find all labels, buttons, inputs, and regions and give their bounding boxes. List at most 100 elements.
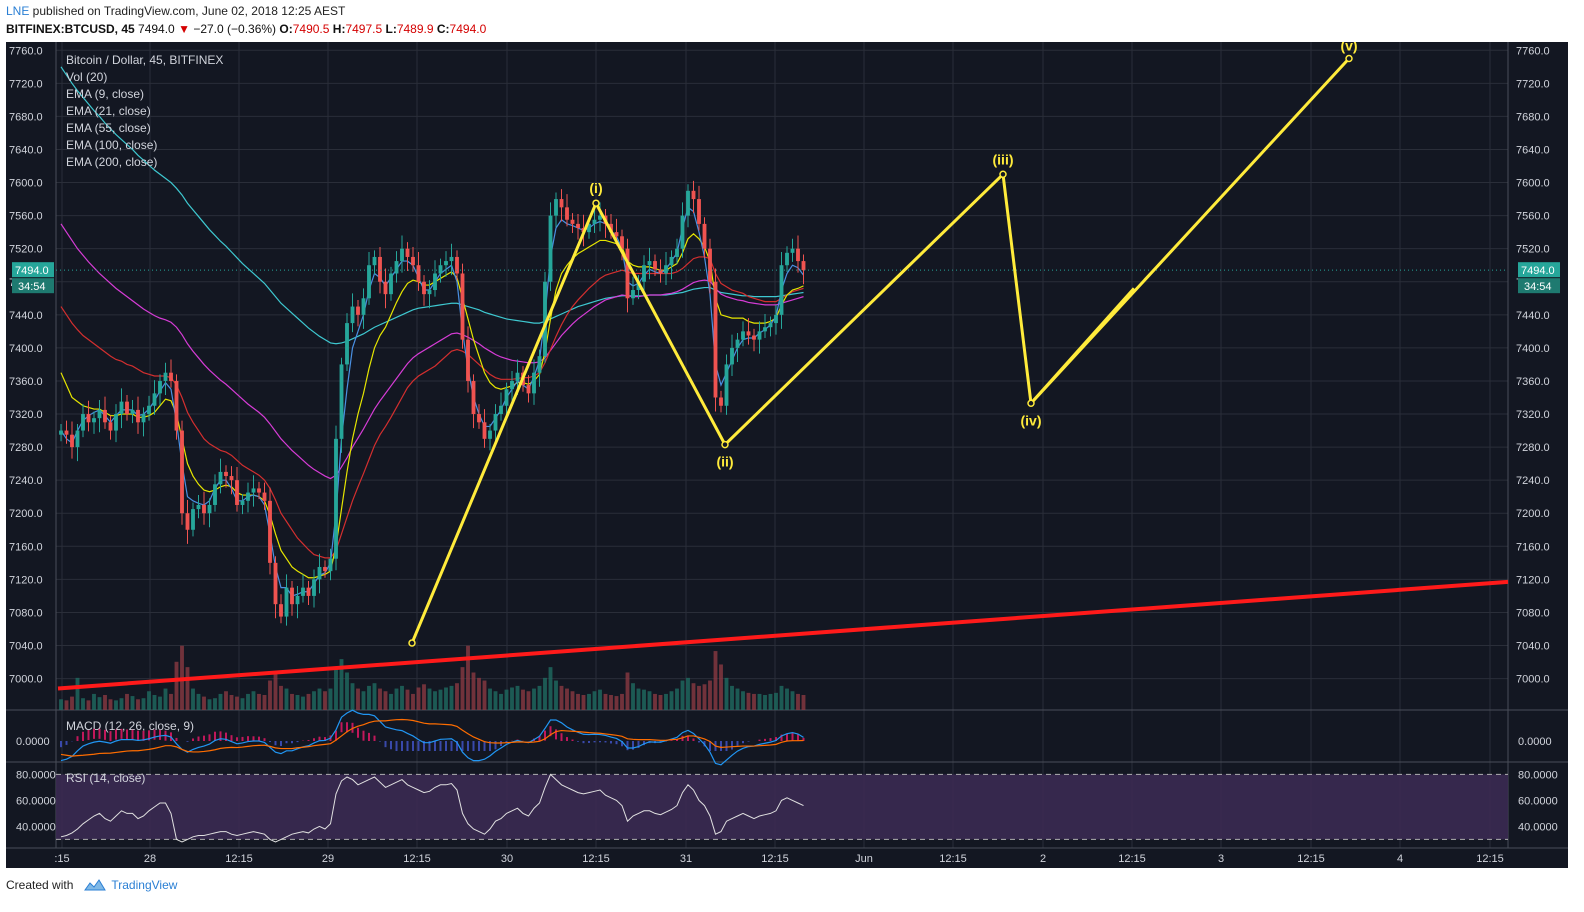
volume-bar <box>328 688 333 710</box>
ohlc-header: BITFINEX:BTCUSD, 45 7494.0 ▼ −27.0 (−0.3… <box>6 22 486 36</box>
chart-background <box>6 42 1568 868</box>
volume-bar <box>499 693 503 710</box>
x-tick-label: 29 <box>322 853 334 865</box>
candle-body <box>543 281 547 357</box>
macd-histogram-bar <box>296 741 299 743</box>
chart-title: Bitcoin / Dollar, 45, BITFINEX <box>66 53 223 67</box>
volume-bar <box>213 698 217 710</box>
candle-body <box>207 504 212 514</box>
macd-histogram-bar <box>670 740 673 741</box>
volume-bar <box>471 672 476 710</box>
price-chart[interactable]: 7760.0 7760.0 7720.0 7720.0 7680.0 7680.0 7640… <box>6 42 1568 868</box>
macd-histogram-bar <box>626 741 629 751</box>
macd-histogram-bar <box>450 741 453 751</box>
macd-histogram-bar <box>593 741 596 743</box>
volume-bar <box>356 688 360 710</box>
candle-body <box>768 323 773 328</box>
macd-histogram-bar <box>357 727 359 738</box>
macd-histogram-bar <box>709 741 711 751</box>
wave-point <box>1345 54 1353 63</box>
wave-point <box>999 170 1007 179</box>
volume-bar <box>521 689 525 710</box>
y-tick-right: 7600.0 <box>1516 178 1550 190</box>
macd-histogram-bar <box>87 730 90 741</box>
volume-bar <box>262 695 267 710</box>
candle-body <box>779 265 784 315</box>
volume-bar <box>691 683 696 710</box>
macd-histogram-bar <box>423 741 425 751</box>
macd-histogram-bar <box>566 737 568 741</box>
macd-histogram-bar <box>159 729 161 740</box>
macd-histogram-bar <box>483 741 486 751</box>
high-value: 7497.5 <box>345 22 383 36</box>
candle-body <box>64 430 69 435</box>
macd-histogram-bar <box>791 732 794 741</box>
publish-info: LNE published on TradingView.com, June 0… <box>6 4 345 18</box>
volume-bar <box>301 696 305 710</box>
support-trendline <box>57 579 1509 691</box>
candle-body <box>669 256 674 266</box>
candle-body <box>631 290 635 299</box>
macd-histogram-bar <box>115 729 117 740</box>
macd-histogram-bar <box>401 741 403 751</box>
macd-histogram-bar <box>676 739 678 741</box>
rsi-tick-left: 80.0000 <box>16 769 56 781</box>
volume-bar <box>207 699 212 710</box>
countdown-tag-right <box>1518 278 1560 294</box>
candle-body <box>224 471 228 477</box>
wave-label: (v) <box>1340 42 1357 54</box>
volume-bar <box>510 687 514 710</box>
indicator-legend: EMA (55, close) <box>66 121 151 135</box>
macd-histogram-bar <box>131 729 134 740</box>
candle-body <box>185 513 190 530</box>
volume-bar <box>779 685 784 710</box>
candle-body <box>306 587 311 596</box>
macd-histogram-bar <box>269 741 271 743</box>
close-label: C: <box>436 22 450 36</box>
y-tick-right: 7200.0 <box>1516 508 1550 520</box>
candle-body <box>664 265 668 274</box>
candle-body <box>328 558 333 572</box>
volume-bar <box>378 688 382 710</box>
macd-histogram-bar <box>544 730 546 741</box>
macd-histogram-bar <box>258 736 260 741</box>
macd-histogram-bar <box>604 741 607 743</box>
volume-bar <box>680 680 685 710</box>
candle-body <box>785 252 789 266</box>
volume-bar <box>768 693 773 710</box>
brand-label: TradingView <box>111 878 178 892</box>
macd-histogram-bar <box>802 737 805 741</box>
footer: Created with TradingView <box>6 878 177 892</box>
candle-body <box>477 414 481 423</box>
y-tick-left: 7520.0 <box>9 244 43 256</box>
candle-body <box>488 430 492 439</box>
macd-label: MACD (12, 26, close, 9) <box>66 719 194 733</box>
rsi-line <box>60 773 804 843</box>
volume-bar <box>251 691 256 710</box>
volume-bar <box>70 696 74 710</box>
x-tick-label: 12:15 <box>225 853 253 865</box>
candle-body <box>394 261 399 274</box>
macd-histogram-bar <box>577 741 579 742</box>
candle-body <box>460 273 465 340</box>
author-link[interactable]: LNE <box>6 4 30 18</box>
candle-body <box>691 190 696 200</box>
candle-body <box>609 223 613 233</box>
open-value: 7490.5 <box>292 22 330 36</box>
candle-body <box>257 488 261 493</box>
macd-histogram-bar <box>731 741 733 750</box>
rsi-tick-left: 40.0000 <box>16 821 56 833</box>
wave-label: (ii) <box>716 454 733 470</box>
candle-body <box>75 430 80 448</box>
macd-histogram-bar <box>472 741 475 751</box>
volume-bar <box>350 683 355 710</box>
x-tick-label: 31 <box>680 853 692 865</box>
countdown-label-left: 34:54 <box>18 281 46 293</box>
close-value: 7494.0 <box>449 22 487 36</box>
volume-bar <box>625 672 630 710</box>
candle-body <box>658 269 663 274</box>
macd-histogram-bar <box>98 728 101 739</box>
y-tick-right: 7760.0 <box>1516 45 1550 57</box>
volume-bar <box>658 695 663 710</box>
tradingview-link[interactable]: TradingView <box>81 878 177 892</box>
